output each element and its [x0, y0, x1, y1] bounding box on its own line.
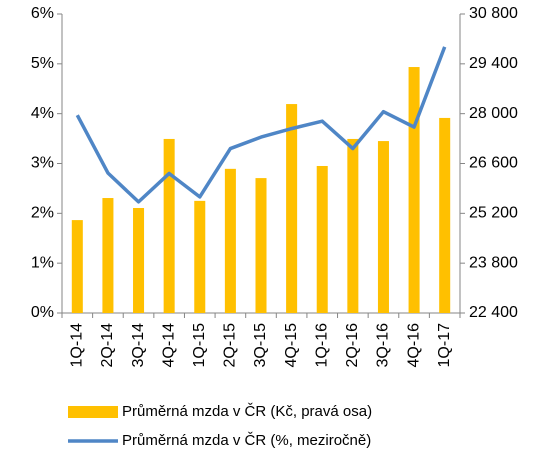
bar: [71, 220, 83, 313]
x-tick-label: 1Q-15: [191, 323, 208, 368]
bar: [347, 138, 359, 313]
x-tick-label: 3Q-15: [252, 323, 269, 368]
y-tick-label: 5%: [31, 55, 54, 72]
y-tick-label: 0%: [31, 304, 54, 321]
x-tick-label: 4Q-14: [160, 323, 177, 368]
y2-tick-label: 26 600: [469, 155, 518, 172]
bar: [439, 117, 451, 313]
line: [75, 46, 447, 204]
y2-tick-label: 29 400: [469, 55, 518, 72]
y2-tick-label: 30 800: [469, 5, 518, 22]
y-tick-label: 2%: [31, 205, 54, 222]
x-tick-label: 3Q-14: [130, 323, 147, 368]
bar: [377, 141, 389, 313]
bar: [408, 67, 420, 314]
x-tick-label: 1Q-14: [69, 323, 86, 368]
bar: [163, 138, 175, 313]
x-tick-label: 3Q-16: [375, 323, 392, 368]
x-tick-label: 2Q-16: [344, 323, 361, 368]
legend-swatch: [68, 406, 118, 418]
bar: [102, 198, 114, 313]
x-tick-label: 2Q-14: [99, 323, 116, 368]
x-tick-label: 4Q-15: [283, 323, 300, 368]
y2-tick-label: 25 200: [469, 205, 518, 222]
bar: [133, 207, 145, 313]
y-tick-label: 6%: [31, 5, 54, 22]
y2-tick-label: 23 800: [469, 254, 518, 271]
bar: [255, 178, 267, 313]
y2-tick-label: 22 400: [469, 304, 518, 321]
x-tick-label: 1Q-17: [436, 323, 453, 368]
y-tick-label: 3%: [31, 155, 54, 172]
y2-tick-label: 28 000: [469, 105, 518, 122]
x-tick-label: 1Q-16: [313, 323, 330, 368]
y-tick-label: 1%: [31, 254, 54, 271]
bar: [316, 165, 328, 313]
legend-label: Průměrná mzda v ČR (%, meziročně): [122, 432, 371, 449]
x-tick-label: 2Q-15: [222, 323, 239, 368]
x-tick-label: 4Q-16: [405, 323, 422, 368]
bar: [194, 200, 206, 313]
y-tick-label: 4%: [31, 105, 54, 122]
bar: [286, 104, 298, 313]
bar: [224, 168, 236, 313]
legend-label: Průměrná mzda v ČR (Kč, pravá osa): [122, 403, 372, 420]
